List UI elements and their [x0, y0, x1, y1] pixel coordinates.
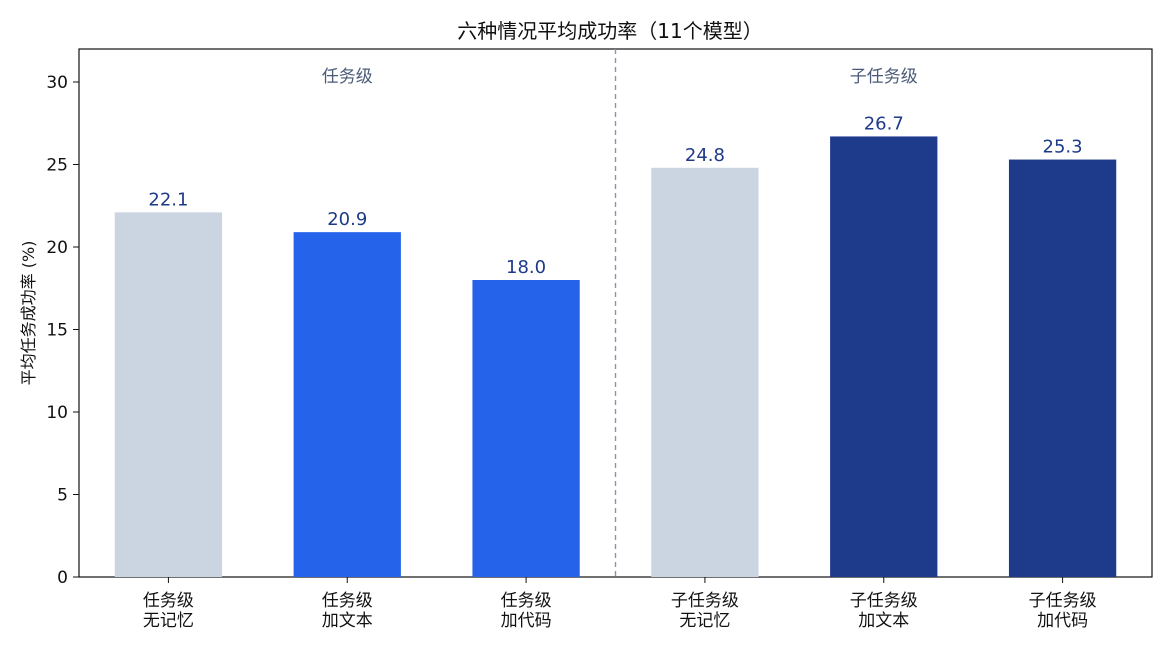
x-tick-label: 子任务级 — [850, 591, 918, 611]
bar — [472, 280, 580, 577]
chart-title: 六种情况平均成功率（11个模型） — [457, 19, 762, 43]
y-tick-label: 0 — [57, 568, 68, 588]
y-tick-label: 25 — [46, 156, 68, 176]
x-tick-label: 无记忆 — [679, 611, 730, 631]
x-tick-label: 加文本 — [322, 611, 373, 631]
bar — [293, 232, 401, 577]
bar-value-label: 22.1 — [148, 189, 188, 210]
y-tick-label: 5 — [57, 486, 68, 506]
bar — [1008, 159, 1117, 578]
plot-area: 05101520253022.1任务级无记忆20.9任务级加文本18.0任务级加… — [46, 48, 1153, 631]
y-axis-label: 平均任务成功率 (%) — [19, 241, 38, 386]
bar-value-label: 25.3 — [1043, 137, 1083, 158]
y-tick-label: 20 — [46, 238, 68, 258]
x-tick-label: 任务级 — [322, 591, 373, 611]
y-tick-label: 10 — [46, 403, 68, 423]
y-tick-label: 15 — [46, 321, 68, 341]
x-tick-label: 子任务级 — [671, 591, 739, 611]
bar — [830, 136, 938, 577]
x-tick-label: 子任务级 — [1029, 591, 1097, 611]
bar — [114, 212, 223, 577]
x-tick-label: 无记忆 — [143, 611, 194, 631]
bar — [651, 167, 759, 578]
y-tick-label: 30 — [46, 73, 68, 93]
x-tick-label: 加代码 — [501, 611, 552, 631]
bar-value-label: 24.8 — [685, 145, 725, 166]
bar-value-label: 26.7 — [864, 113, 904, 134]
x-tick-label: 任务级 — [143, 591, 194, 611]
group-label: 子任务级 — [850, 67, 918, 87]
group-label: 任务级 — [322, 67, 373, 87]
x-tick-label: 加文本 — [858, 611, 909, 631]
bar-value-label: 20.9 — [327, 209, 367, 230]
x-tick-label: 任务级 — [501, 591, 552, 611]
bar-value-label: 18.0 — [506, 257, 546, 278]
x-tick-label: 加代码 — [1037, 611, 1088, 631]
